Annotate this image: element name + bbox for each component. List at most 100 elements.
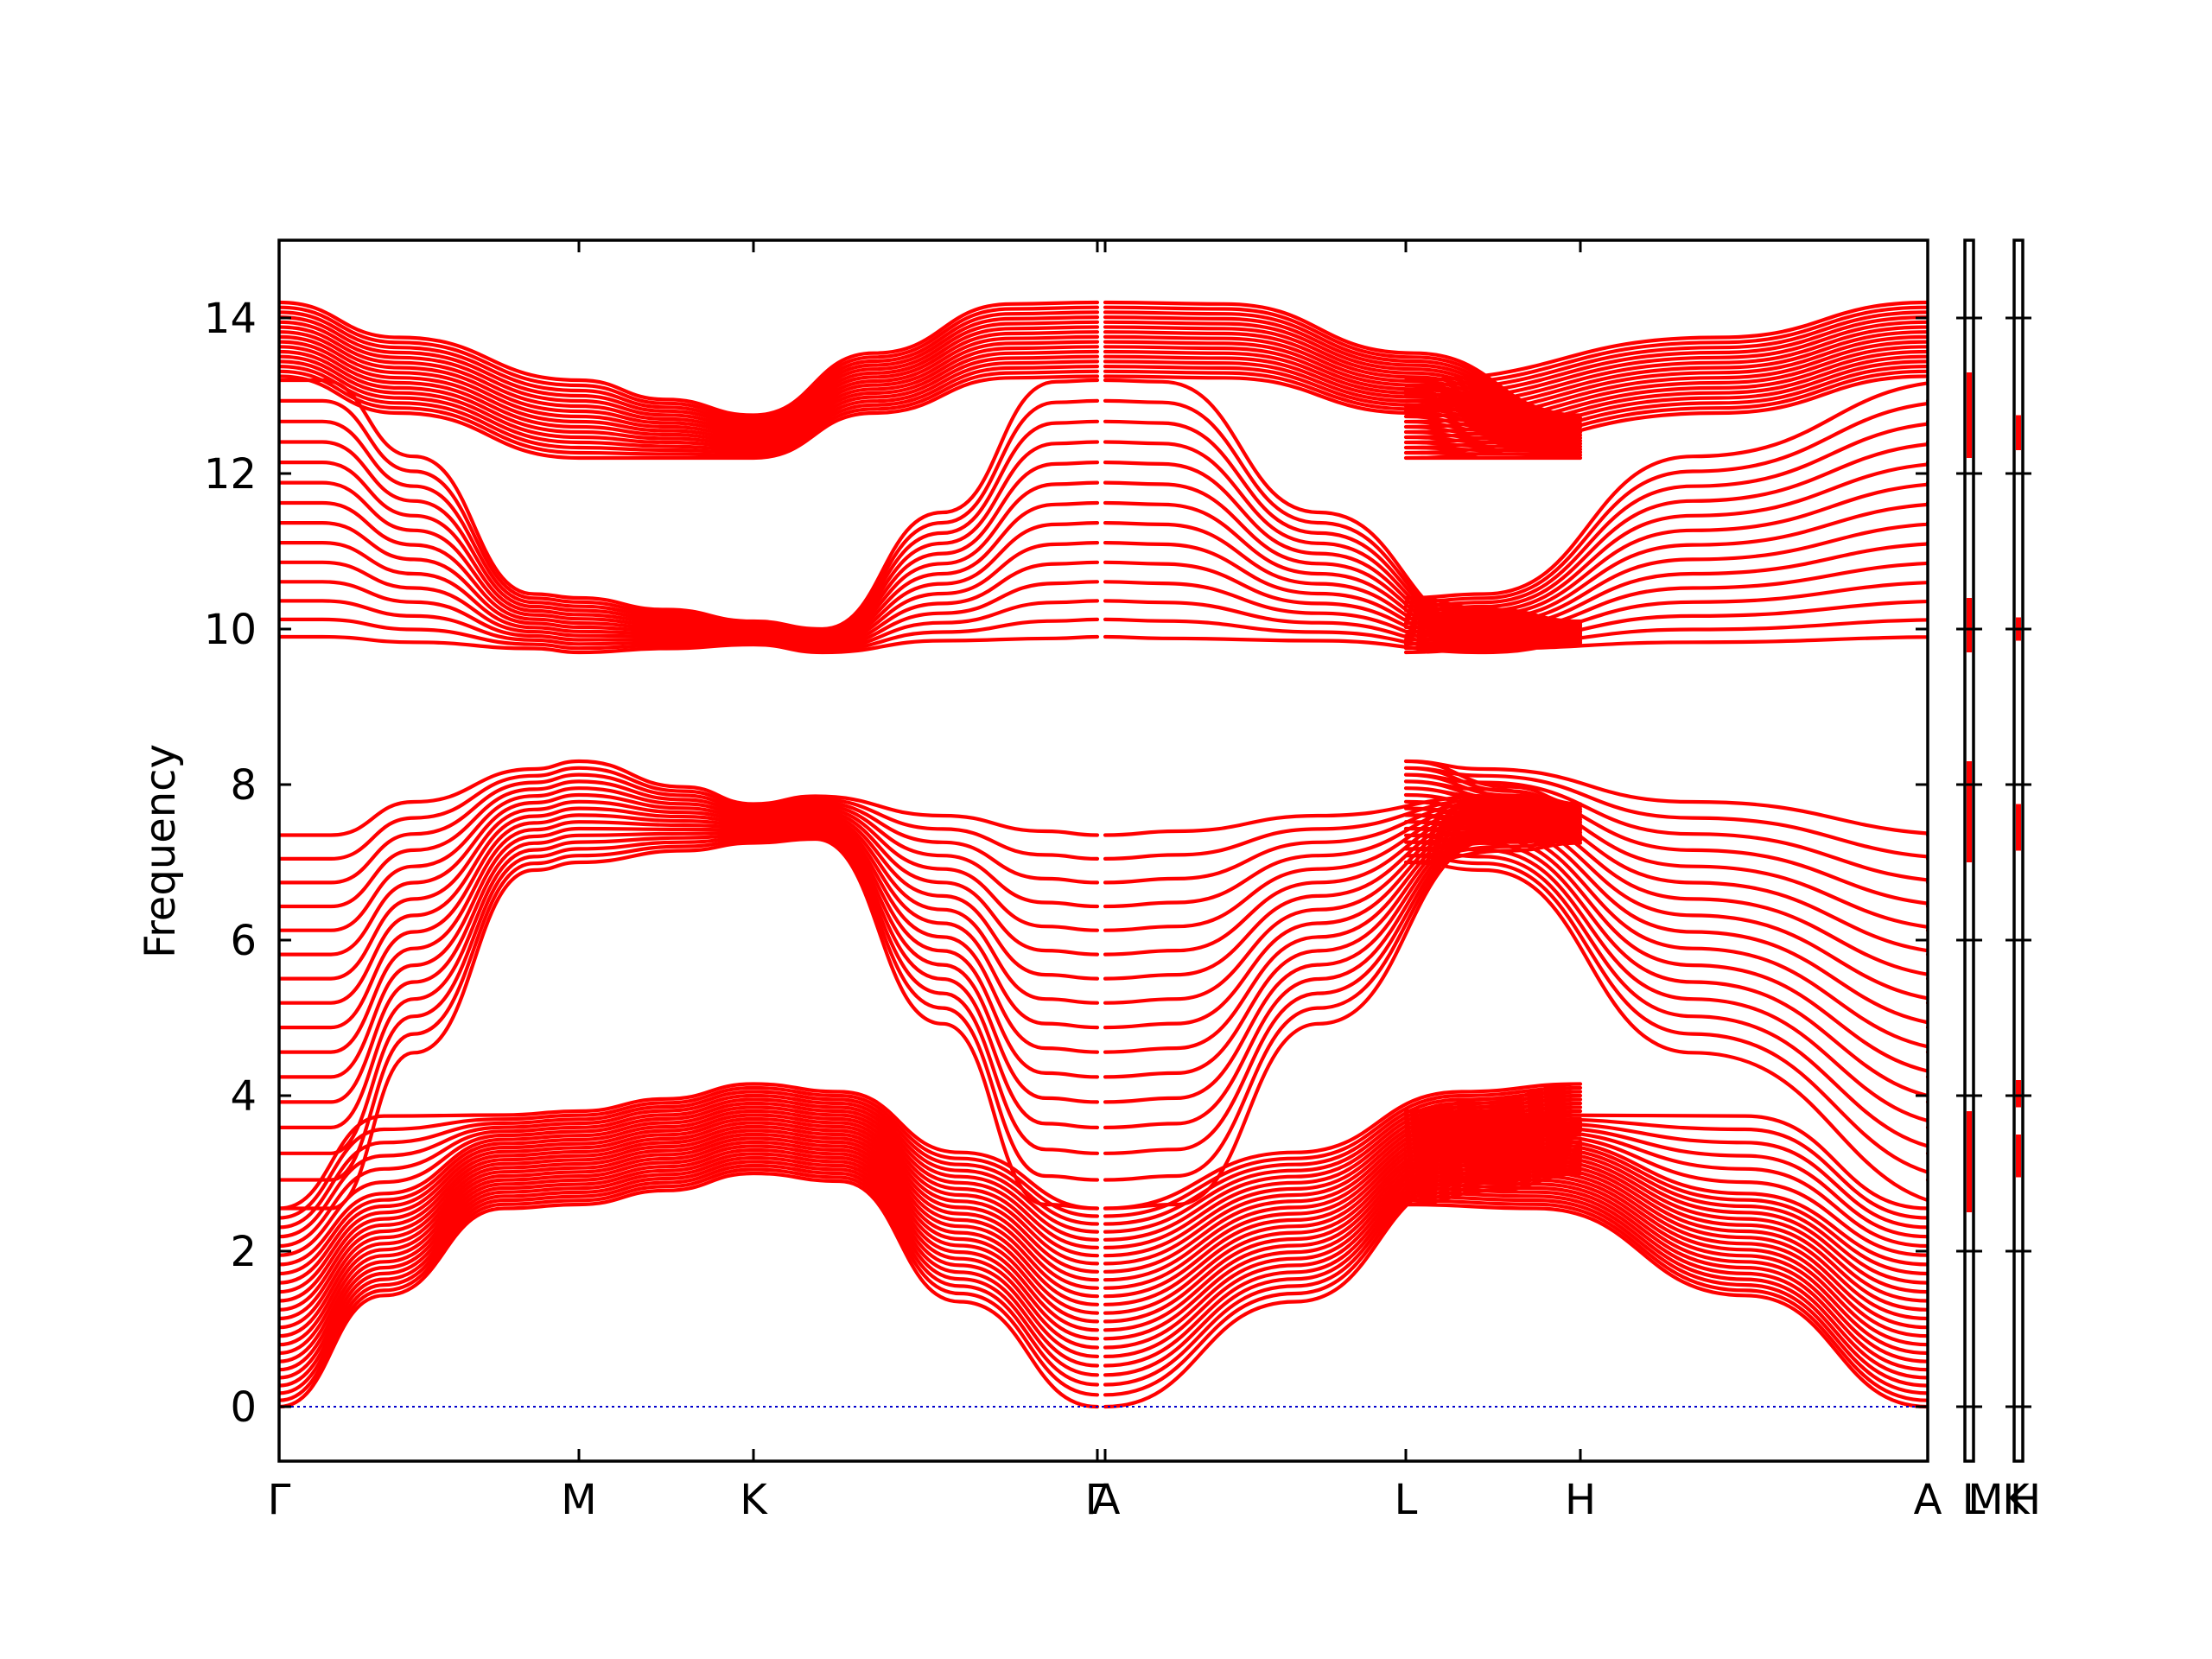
band-line — [279, 1167, 1100, 1402]
band-line — [1103, 1090, 1928, 1230]
band-line — [1103, 334, 1928, 437]
band-line — [279, 831, 1100, 1155]
band-line — [279, 345, 1100, 443]
band-line — [1103, 419, 1928, 635]
band-line — [279, 1152, 1100, 1372]
band-line — [279, 806, 1100, 1005]
band-line — [279, 813, 1100, 1030]
band-line — [279, 1171, 1100, 1409]
band-line — [279, 580, 1100, 649]
band-line — [279, 300, 1100, 417]
band-line — [1103, 325, 1928, 432]
band-line — [1103, 1093, 1928, 1239]
band-line — [279, 836, 1100, 1211]
band-line — [279, 1109, 1100, 1276]
band-line — [279, 398, 1100, 633]
band-line — [279, 617, 1100, 652]
side-panel-frame-2 — [2012, 238, 2024, 1463]
side-panel-band-range — [1967, 761, 1972, 862]
band-line — [279, 310, 1100, 423]
band-line — [279, 1101, 1100, 1257]
band-line — [1103, 440, 1928, 637]
band-line — [279, 1128, 1100, 1321]
band-line — [279, 315, 1100, 426]
band-line — [279, 779, 1100, 909]
y-tick-label: 12 — [204, 450, 257, 499]
x-tick-label: A — [1092, 1476, 1121, 1524]
side-panel-band-range — [1967, 598, 1972, 652]
band-line — [1103, 374, 1928, 461]
band-line — [279, 599, 1100, 651]
band-line — [279, 460, 1100, 639]
band-line — [279, 325, 1100, 432]
side-panel-band-range — [2016, 804, 2021, 851]
band-line — [279, 354, 1100, 448]
side-panel-band-range — [2016, 1135, 2021, 1178]
band-line — [1103, 772, 1928, 885]
band-line — [279, 829, 1100, 1129]
band-line — [1103, 349, 1928, 446]
side-panel-frame-1 — [1963, 238, 1975, 1463]
band-line — [279, 480, 1100, 640]
band-line — [279, 330, 1100, 435]
band-line — [1103, 806, 1928, 1005]
band-line — [279, 1085, 1100, 1220]
plot-frames — [277, 238, 2024, 1463]
x-tick-label: K — [2002, 1476, 2031, 1524]
band-line — [279, 1160, 1100, 1388]
band-line — [279, 320, 1100, 429]
band-line — [1103, 759, 1928, 837]
band-line — [279, 378, 1100, 632]
x-tick-label: A — [1914, 1476, 1942, 1524]
band-line — [279, 792, 1100, 957]
band-line — [1103, 354, 1928, 448]
band-line — [1103, 365, 1928, 454]
band-line — [279, 772, 1100, 885]
band-line — [279, 1121, 1100, 1303]
band-line — [1103, 340, 1928, 440]
band-line — [279, 440, 1100, 637]
band-line — [279, 1093, 1100, 1239]
band-line — [1103, 461, 1928, 639]
band-line — [279, 349, 1100, 446]
band-line — [279, 340, 1100, 440]
band-line — [279, 1140, 1100, 1347]
band-line — [1103, 330, 1928, 435]
y-tick-label: 0 — [230, 1383, 257, 1432]
y-tick-label: 8 — [230, 761, 257, 810]
main-plot-frame — [277, 238, 1929, 1463]
y-tick-label: 6 — [230, 917, 257, 965]
band-line — [279, 834, 1100, 1182]
band-line — [1103, 300, 1928, 417]
side-panel-band-range — [1967, 1111, 1972, 1212]
band-line — [279, 359, 1100, 452]
band-line — [279, 1113, 1100, 1285]
band-line — [1103, 1085, 1928, 1220]
band-line — [279, 823, 1100, 1079]
y-tick-label: 2 — [230, 1228, 257, 1276]
band-line — [279, 766, 1100, 861]
x-tick-label: H — [1565, 1476, 1596, 1524]
side-panel-band-range — [2016, 1080, 2021, 1108]
band-line — [279, 1132, 1100, 1330]
band-line — [279, 786, 1100, 932]
band-line — [279, 759, 1100, 837]
x-tick-label: H — [2010, 1476, 2041, 1524]
band-line — [1103, 305, 1928, 420]
band-line — [1103, 378, 1928, 632]
band-line — [279, 1147, 1100, 1363]
band-line — [279, 1082, 1100, 1211]
band-line — [279, 799, 1100, 981]
x-tick-label: K — [740, 1476, 768, 1524]
y-tick-label: 10 — [204, 606, 257, 654]
band-line — [1103, 345, 1928, 443]
side-panel-band-range — [1967, 372, 1972, 458]
band-line — [279, 305, 1100, 420]
band-line — [279, 1105, 1100, 1267]
x-tick-label: L — [1962, 1476, 1986, 1524]
band-line — [1103, 320, 1928, 429]
band-line — [279, 1155, 1100, 1380]
band-line — [1103, 813, 1928, 1030]
